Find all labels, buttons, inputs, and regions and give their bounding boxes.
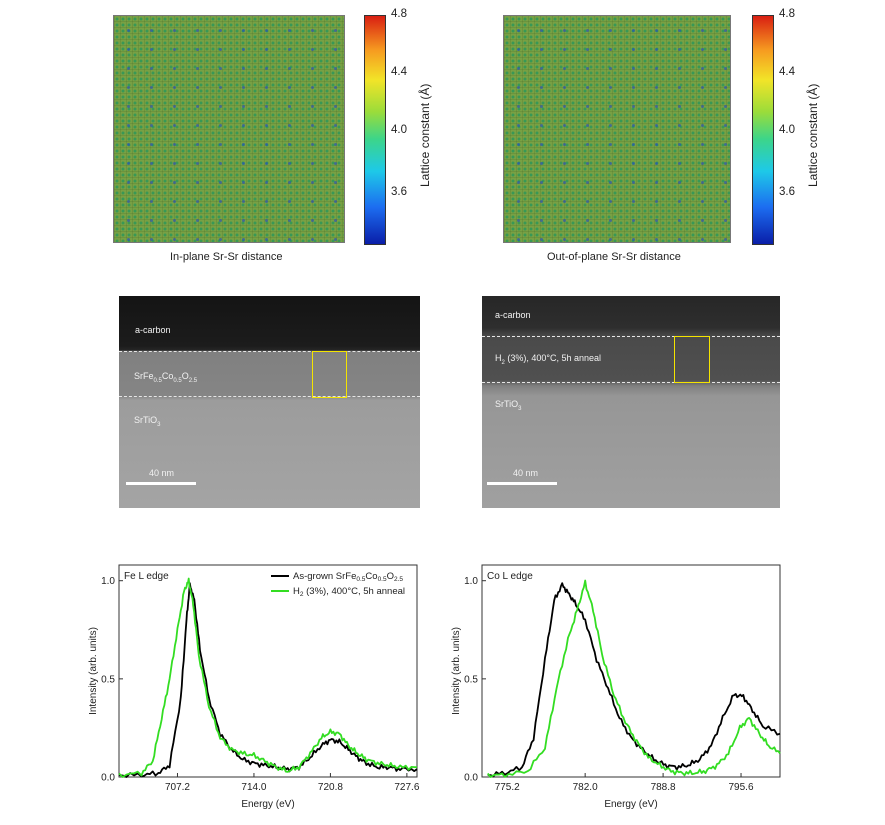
colorbar-right-tick-4.4: 4.4 <box>779 66 795 78</box>
tem-image-as-grown: a-carbon SrFe0.5Co0.5O2.5 SrTiO3 40 nm <box>119 296 420 508</box>
fe-plot-frame <box>118 564 418 778</box>
colorbar-left-tick-4.4: 4.4 <box>391 66 407 78</box>
co-y-axis-label: Intensity (arb. units) <box>451 627 462 715</box>
fe-legend-annealed: H2 (3%), 400°C, 5h anneal <box>293 586 405 598</box>
co-series-annealed <box>487 579 781 778</box>
co-chart-title: Co L edge <box>487 571 533 582</box>
tem-image-annealed: a-carbon H2 (3%), 400°C, 5h anneal SrTiO… <box>482 296 780 508</box>
co-x-axis-label: Energy (eV) <box>604 799 657 810</box>
fe-y-axis-label: Intensity (arb. units) <box>88 627 99 715</box>
tem-left-top-label: a-carbon <box>135 325 171 335</box>
co-plot-frame <box>481 564 781 778</box>
tem-right-scale-bar <box>487 482 557 485</box>
co-y-tick-label: 0.0 <box>464 773 478 784</box>
tem-right-interface-top <box>482 336 780 337</box>
co-x-tick-label: 788.8 <box>651 782 676 793</box>
fe-x-tick-label: 714.0 <box>241 782 266 793</box>
tem-right-scale-label: 40 nm <box>513 468 539 478</box>
tem-left-interface-bottom <box>119 396 420 397</box>
colorbar-left-label: Lattice constant (Å) <box>418 83 432 187</box>
tem-right-substrate-label: SrTiO3 <box>495 399 522 412</box>
in-plane-lattice-map <box>113 15 345 243</box>
in-plane-caption: In-plane Sr-Sr distance <box>170 251 283 263</box>
tem-left-scale-label: 40 nm <box>149 468 175 478</box>
tem-left-substrate-label: SrTiO3 <box>134 415 161 428</box>
fe-y-tick-label: 0.0 <box>101 773 115 784</box>
co-x-tick-label: 782.0 <box>573 782 598 793</box>
tem-left-interface-top <box>119 351 420 352</box>
tem-right-region-box <box>674 336 710 383</box>
colorbar-right-tick-4.0: 4.0 <box>779 124 795 136</box>
tem-left-film-label: SrFe0.5Co0.5O2.5 <box>134 371 198 384</box>
fe-legend-as-grown: As-grown SrFe0.5Co0.5O2.5 <box>293 571 403 583</box>
colorbar-left-tick-3.6: 3.6 <box>391 186 407 198</box>
tem-left-region-box <box>312 351 347 398</box>
tem-right-film-label: H2 (3%), 400°C, 5h anneal <box>495 353 602 366</box>
fe-x-axis-label: Energy (eV) <box>241 799 294 810</box>
colorbar-left <box>364 15 386 245</box>
colorbar-right-label: Lattice constant (Å) <box>806 83 820 187</box>
tem-left-scale-bar <box>126 482 196 485</box>
fe-x-tick-label: 707.2 <box>165 782 190 793</box>
tem-right-interface-bottom <box>482 382 780 383</box>
fe-chart-title: Fe L edge <box>124 571 169 582</box>
fe-series-as-grown <box>118 582 418 778</box>
colorbar-right-tick-3.6: 3.6 <box>779 186 795 198</box>
fe-y-tick-label: 0.5 <box>101 674 115 685</box>
tem-right-top-label: a-carbon <box>495 310 531 320</box>
fe-x-tick-label: 720.8 <box>318 782 343 793</box>
fe-x-tick-label: 727.6 <box>394 782 419 793</box>
co-x-tick-label: 795.6 <box>729 782 754 793</box>
co-series-as-grown <box>487 582 781 778</box>
colorbar-right <box>752 15 774 245</box>
out-of-plane-caption: Out-of-plane Sr-Sr distance <box>547 251 681 263</box>
co-y-tick-label: 1.0 <box>464 576 478 587</box>
co-y-tick-label: 0.5 <box>464 674 478 685</box>
fe-series-annealed <box>118 577 418 778</box>
colorbar-left-tick-4.0: 4.0 <box>391 124 407 136</box>
colorbar-right-tick-4.8: 4.8 <box>779 8 795 20</box>
co-x-tick-label: 775.2 <box>495 782 520 793</box>
fe-y-tick-label: 1.0 <box>101 576 115 587</box>
colorbar-left-tick-4.8: 4.8 <box>391 8 407 20</box>
out-of-plane-lattice-map <box>503 15 731 243</box>
